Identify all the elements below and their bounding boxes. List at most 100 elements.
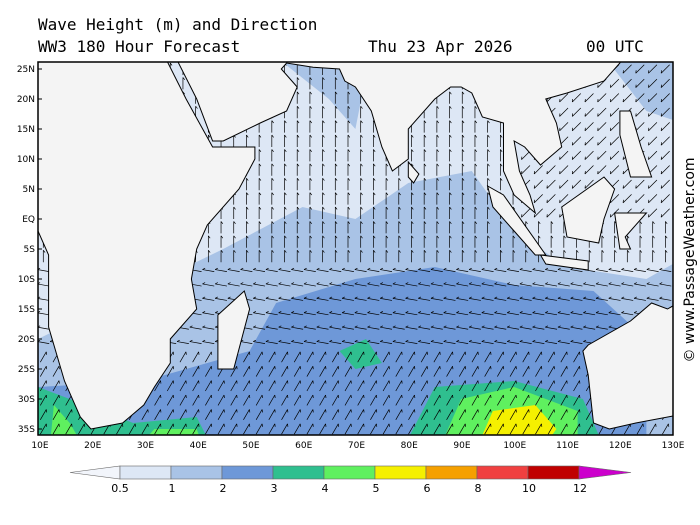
arrow xyxy=(584,179,594,189)
arrow xyxy=(344,351,352,363)
arrow xyxy=(166,423,174,435)
arrow xyxy=(560,380,568,392)
arrow xyxy=(446,409,454,420)
arrow xyxy=(659,296,672,301)
arrow xyxy=(660,150,670,160)
arrow xyxy=(334,235,338,248)
arrow xyxy=(357,380,365,392)
arrow xyxy=(319,366,327,377)
arrow xyxy=(461,163,465,176)
arrow xyxy=(370,351,378,363)
arrow xyxy=(319,394,327,406)
arrow xyxy=(559,194,569,204)
arrow xyxy=(481,296,494,301)
arrow xyxy=(192,409,200,420)
arrow xyxy=(519,296,532,301)
model: WW3 180 Hour Forecast xyxy=(38,37,240,56)
arrow xyxy=(329,325,342,330)
arrow xyxy=(309,149,312,162)
arrow xyxy=(39,351,48,363)
arrow xyxy=(512,235,516,248)
arrow xyxy=(373,134,376,147)
arrow xyxy=(418,311,431,316)
arrow xyxy=(420,351,428,363)
arrow xyxy=(382,423,390,435)
arrow xyxy=(243,380,251,392)
arrow xyxy=(392,311,405,316)
arrow xyxy=(420,423,428,435)
arrow xyxy=(179,409,187,420)
arrow xyxy=(408,380,416,392)
arrow xyxy=(233,221,236,234)
arrow xyxy=(497,409,505,420)
wave-zone xyxy=(38,387,206,435)
map xyxy=(38,62,673,435)
arrow xyxy=(461,221,465,234)
arrow xyxy=(474,249,478,263)
arrow xyxy=(258,149,262,162)
arrow xyxy=(471,423,479,435)
arrow xyxy=(291,325,304,330)
arrow xyxy=(370,394,378,406)
lon-label: 80E xyxy=(401,441,418,451)
arrow xyxy=(449,120,452,133)
arrow xyxy=(395,366,403,377)
arrow xyxy=(253,339,266,344)
arrow xyxy=(246,134,249,147)
arrow xyxy=(652,249,655,263)
arrow xyxy=(306,380,314,392)
lon-label: 50E xyxy=(242,441,259,451)
arrow xyxy=(42,249,46,263)
arrow xyxy=(385,163,389,176)
arrow xyxy=(443,325,456,330)
arrow xyxy=(166,394,174,406)
arrow xyxy=(585,423,593,435)
arrow xyxy=(506,325,520,330)
arrow xyxy=(278,311,291,316)
arrow xyxy=(481,325,494,330)
arrow xyxy=(487,249,490,263)
arrow xyxy=(398,235,401,248)
arrow xyxy=(506,267,520,272)
arrow xyxy=(303,282,316,287)
arrow xyxy=(509,366,517,377)
arrow xyxy=(405,296,418,301)
arrow xyxy=(357,409,365,420)
arrow xyxy=(557,325,570,330)
arrow xyxy=(176,339,189,344)
arrow xyxy=(65,423,73,435)
legend-label: 0.5 xyxy=(111,482,129,495)
arrow xyxy=(557,267,570,272)
arrow xyxy=(545,311,558,316)
arrow xyxy=(458,380,467,392)
arrow xyxy=(268,351,276,363)
arrow xyxy=(547,351,555,363)
arrow xyxy=(411,134,414,147)
arrow xyxy=(296,120,300,133)
arrow xyxy=(278,296,291,301)
arrow xyxy=(481,282,494,287)
lat-label: 10S xyxy=(18,275,35,285)
arrow xyxy=(322,120,325,133)
arrow xyxy=(303,296,316,301)
arrow xyxy=(334,163,338,176)
arrow xyxy=(487,235,490,248)
arrow xyxy=(545,267,558,272)
arrow xyxy=(506,296,520,301)
arrow xyxy=(487,206,490,219)
arrow xyxy=(595,267,608,272)
arrow xyxy=(420,409,428,420)
arrow xyxy=(291,339,304,344)
arrow xyxy=(571,136,582,146)
arrow xyxy=(535,394,543,406)
arrow xyxy=(230,380,238,392)
arrow xyxy=(646,296,659,301)
arrow xyxy=(423,206,427,219)
arrow xyxy=(648,64,658,74)
arrow xyxy=(309,221,312,234)
arrow xyxy=(411,206,414,219)
wave-zone xyxy=(339,339,382,369)
arrow xyxy=(322,177,325,191)
arrow xyxy=(258,192,262,205)
arrow xyxy=(408,423,416,435)
